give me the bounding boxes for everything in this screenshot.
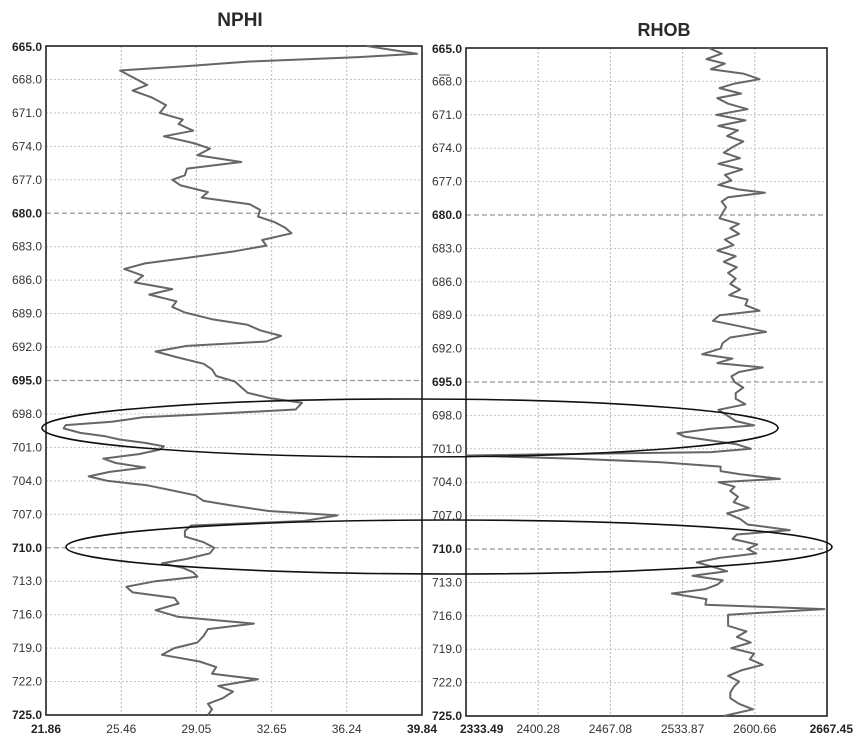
rhob-y-tick-label: 674.0 [432, 141, 462, 155]
rhob-x-tick-label: 2400.28 [517, 722, 561, 736]
nphi-y-tick-label: 680.0 [12, 206, 42, 220]
rhob-plot-frame [465, 47, 828, 717]
nphi-y-tick-label: 716.0 [12, 608, 42, 622]
rhob-y-tick-label: 689.0 [432, 308, 462, 322]
nphi-x-tick-label: 39.84 [407, 722, 437, 736]
nphi-y-tick-label: 665.0 [12, 40, 42, 54]
rhob-y-tick-label: 713.0 [432, 575, 462, 589]
nphi-title: NPHI [217, 10, 262, 31]
rhob-y-tick-label: 722.0 [432, 676, 462, 690]
rhob-y-tick-label: 665.0 [432, 42, 462, 56]
highlight-ellipse-lower [65, 519, 833, 575]
nphi-y-tick-label: 668.0 [12, 72, 42, 86]
nphi-y-tick-label: 701.0 [12, 440, 42, 454]
nphi-y-tick-label: 686.0 [12, 273, 42, 287]
rhob-x-tick-label: 2600.66 [733, 722, 777, 736]
rhob-y-tick-label: 695.0 [432, 375, 462, 389]
rhob-y-tick-label: 698.0 [432, 408, 462, 422]
nphi-y-tick-label: 719.0 [12, 641, 42, 655]
rhob-y-tick-label: 701.0 [432, 442, 462, 456]
nphi-panel: NPHI 21.86 25.46 29.05 32.65 36.24 39.84 665.0 6… [12, 10, 437, 736]
nphi-x-tick-label: 32.65 [257, 722, 287, 736]
nphi-y-tick-label: 692.0 [12, 340, 42, 354]
nphi-plot-frame [45, 45, 423, 716]
rhob-y-tick-label: 686.0 [432, 275, 462, 289]
nphi-y-tick-label: 698.0 [12, 407, 42, 421]
rhob-x-tick-label: 2533.87 [661, 722, 705, 736]
rhob-y-tick-label: 692.0 [432, 342, 462, 356]
rhob-y-tick-label: 704.0 [432, 475, 462, 489]
nphi-y-tick-label: 707.0 [12, 507, 42, 521]
nphi-x-tick-label: 36.24 [332, 722, 362, 736]
rhob-y-tick-label: 716.0 [432, 609, 462, 623]
nphi-y-tick-label: 677.0 [12, 173, 42, 187]
nphi-y-tick-label: 695.0 [12, 374, 42, 388]
nphi-y-tick-label: 725.0 [12, 708, 42, 722]
nphi-y-tick-label: 710.0 [12, 541, 42, 555]
rhob-y-tick-label: 677.0 [432, 175, 462, 189]
rhob-x-tick-label: 2667.45 [810, 722, 853, 736]
rhob-y-tick-label: 707.0 [432, 509, 462, 523]
rhob-x-tick-label: 2467.08 [589, 722, 633, 736]
rhob-panel: RHOB 2333.49 2400.28 2467.08 2533.87 2600.66 2… [432, 20, 853, 736]
rhob-y-tick-label: 725.0 [432, 709, 462, 723]
nphi-y-tick-label: 704.0 [12, 474, 42, 488]
rhob-x-tick-label: 2333.49 [460, 722, 504, 736]
nphi-curve [62, 45, 418, 716]
rhob-y-tick-label: 683.0 [432, 241, 462, 255]
nphi-x-tick-label: 21.86 [31, 722, 61, 736]
rhob-y-tick-label: 668.0 [432, 74, 462, 88]
rhob-y-tick-label: 710.0 [432, 542, 462, 556]
nphi-x-tick-label: 29.05 [181, 722, 211, 736]
nphi-y-tick-label: 674.0 [12, 139, 42, 153]
highlight-ellipse-upper [41, 398, 779, 458]
nphi-y-tick-label: 683.0 [12, 240, 42, 254]
rhob-y-tick-label: 680.0 [432, 208, 462, 222]
nphi-y-tick-label: 722.0 [12, 675, 42, 689]
nphi-y-tick-label: 713.0 [12, 574, 42, 588]
rhob-title: RHOB [638, 20, 691, 40]
nphi-y-tick-label: 689.0 [12, 307, 42, 321]
nphi-x-tick-label: 25.46 [106, 722, 136, 736]
rhob-y-tick-label: 671.0 [432, 108, 462, 122]
rhob-curve [465, 47, 826, 717]
annotations [41, 74, 833, 575]
rhob-y-tick-label: 719.0 [432, 642, 462, 656]
nphi-y-tick-label: 671.0 [12, 106, 42, 120]
